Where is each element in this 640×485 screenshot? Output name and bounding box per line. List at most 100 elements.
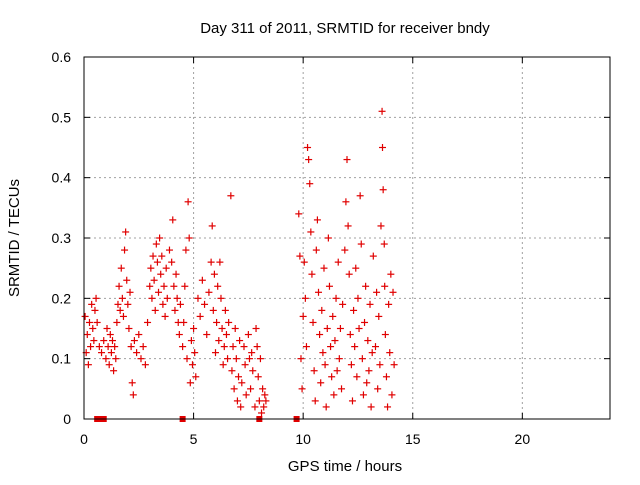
tick-labels: 0 5 10 15 20 0 0.1 0.2 0.3 0.4 0.5 0.6 <box>52 49 531 447</box>
data-point <box>155 288 163 296</box>
data-point <box>256 355 264 363</box>
data-point <box>216 258 224 266</box>
data-point <box>374 385 382 393</box>
data-point <box>161 312 169 320</box>
data-point <box>125 325 133 332</box>
data-point <box>389 288 397 296</box>
data-point <box>183 355 191 363</box>
data-point <box>215 337 223 345</box>
y-tick-label: 0.3 <box>52 230 72 246</box>
data-point <box>241 361 249 369</box>
x-tick-label: 5 <box>190 431 198 447</box>
data-point <box>295 210 303 218</box>
data-point <box>350 306 358 314</box>
data-point <box>219 361 227 369</box>
data-point <box>103 325 111 332</box>
data-point <box>91 306 99 314</box>
data-point <box>386 349 394 357</box>
data-point <box>380 240 388 248</box>
data-point <box>172 270 180 278</box>
data-point <box>373 288 381 296</box>
data-point <box>194 294 202 302</box>
data-point <box>108 337 116 345</box>
data-point <box>344 222 352 230</box>
data-point <box>159 300 167 308</box>
data-point <box>376 361 384 369</box>
data-point <box>321 361 329 369</box>
data-point <box>352 264 360 272</box>
data-point <box>384 403 392 411</box>
data-point <box>146 282 154 290</box>
data-point <box>305 156 313 164</box>
data-point <box>213 318 221 326</box>
data-point <box>144 318 152 326</box>
axis-ticks <box>83 56 610 420</box>
data-point <box>93 318 101 326</box>
data-point <box>339 300 347 308</box>
data-point <box>358 355 366 363</box>
data-point <box>364 337 372 345</box>
y-tick-label: 0.5 <box>52 109 72 125</box>
data-point <box>232 355 240 363</box>
data-point <box>157 270 165 278</box>
data-point <box>345 270 353 278</box>
data-point <box>379 144 387 151</box>
data-point <box>328 373 336 381</box>
data-point <box>92 294 100 302</box>
data-point <box>171 306 179 314</box>
data-point <box>319 349 327 357</box>
data-point <box>354 294 362 302</box>
data-point <box>254 373 262 381</box>
data-point <box>217 294 225 302</box>
data-point <box>152 240 160 248</box>
data-point <box>225 318 233 326</box>
data-point <box>212 349 219 357</box>
data-point <box>84 361 92 369</box>
data-point <box>237 403 245 411</box>
data-point <box>118 294 126 302</box>
data-point <box>302 343 310 351</box>
data-point <box>114 300 122 308</box>
data-point <box>227 192 235 200</box>
chart-title: Day 311 of 2011, SRMTID for receiver bnd… <box>200 20 490 37</box>
x-tick-label: 20 <box>515 431 531 447</box>
data-point <box>379 186 387 194</box>
data-point <box>258 409 266 417</box>
data-point <box>186 379 194 387</box>
data-point <box>233 397 241 405</box>
data-point <box>322 403 330 411</box>
data-point <box>231 325 239 332</box>
data-point <box>369 252 377 260</box>
data-point <box>201 300 209 308</box>
data-point <box>316 331 324 339</box>
data-point <box>335 355 343 363</box>
data-point <box>318 306 326 314</box>
data-point <box>355 325 363 332</box>
data-point <box>150 276 158 284</box>
x-tick-label: 15 <box>405 431 421 447</box>
data-point <box>147 264 155 272</box>
data-point <box>368 349 376 357</box>
data-point <box>320 264 328 272</box>
data-point <box>106 331 114 339</box>
data-point <box>153 258 161 266</box>
data-point <box>121 246 129 254</box>
data-point <box>329 312 337 320</box>
data-point <box>188 361 196 369</box>
data-point <box>347 361 355 369</box>
data-point <box>100 337 108 345</box>
data-point <box>198 276 206 284</box>
y-tick-label: 0.1 <box>52 351 72 367</box>
data-point <box>228 367 236 375</box>
data-point <box>362 282 370 290</box>
data-point <box>148 294 156 302</box>
data-point <box>251 403 259 411</box>
data-point <box>176 300 184 308</box>
data-point <box>338 385 346 393</box>
data-point <box>296 252 304 260</box>
data-point <box>127 343 135 351</box>
data-point <box>102 355 110 363</box>
data-point <box>306 180 314 188</box>
data-point <box>375 312 383 320</box>
data-point <box>325 282 333 290</box>
